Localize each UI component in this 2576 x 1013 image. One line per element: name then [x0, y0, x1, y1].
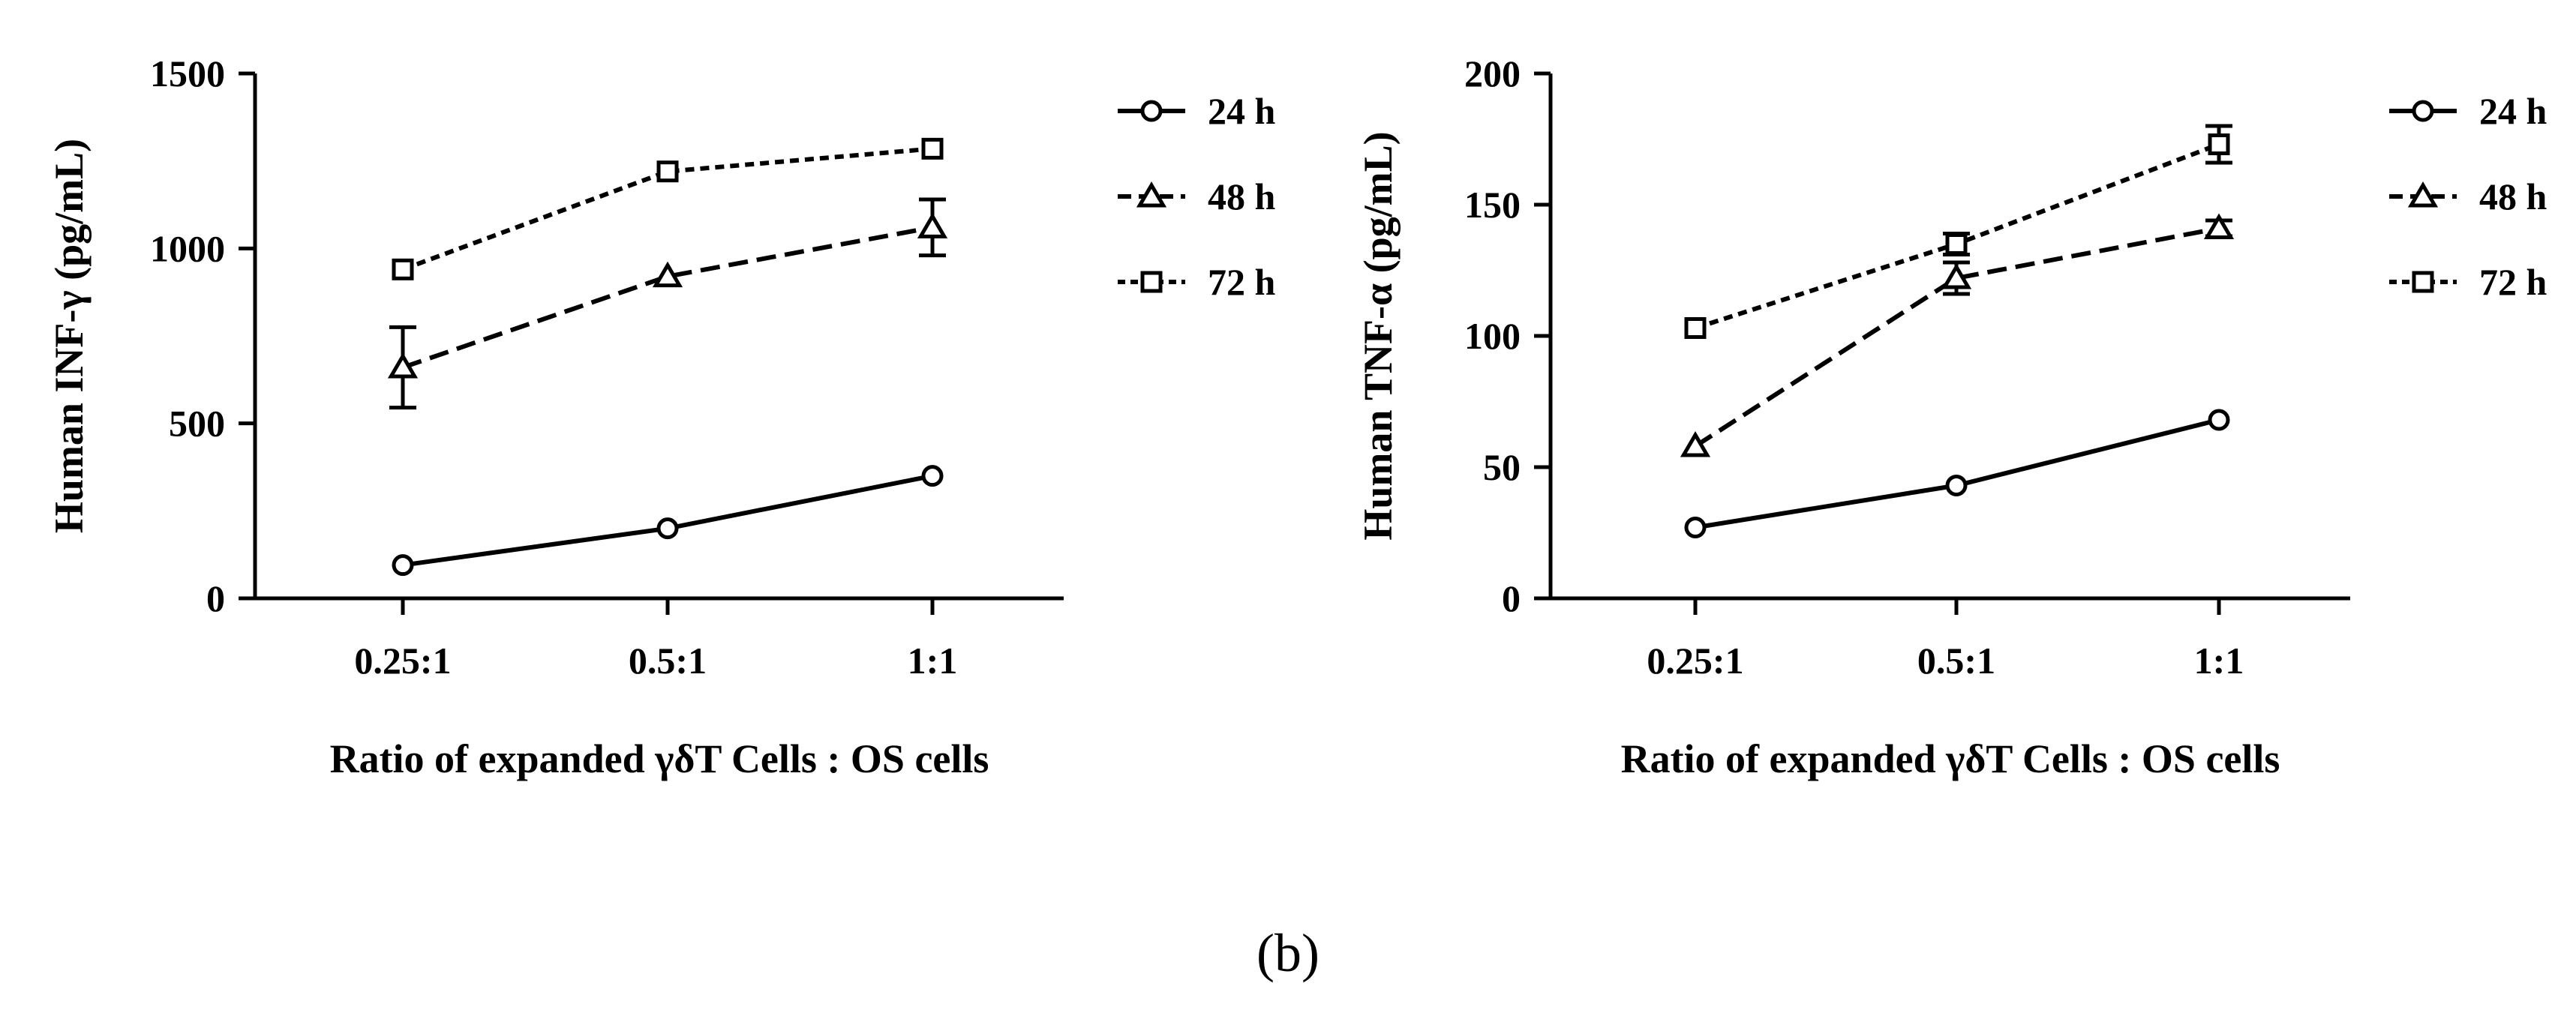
- legend-marker: [2412, 271, 2434, 293]
- series-line: [1695, 418, 2220, 530]
- legend-item: 24 h: [1118, 90, 1276, 132]
- x-axis-title: Ratio of expanded γδT Cells : OS cells: [1621, 736, 2280, 781]
- x-tick-label: 0.5:1: [1917, 640, 1995, 682]
- x-tick-label: 0.5:1: [629, 640, 707, 682]
- y-tick-label: 1000: [150, 227, 225, 269]
- legend-marker: [2407, 181, 2439, 208]
- series-line: [401, 146, 933, 272]
- series-48h: [387, 197, 948, 410]
- legend-label: 24 h: [1208, 90, 1276, 132]
- y-tick-label: 150: [1464, 184, 1521, 226]
- legend-label: 24 h: [2479, 90, 2547, 132]
- data-point: [2208, 409, 2230, 431]
- data-point: [1684, 317, 1707, 339]
- series-72h: [392, 137, 944, 280]
- legend-marker: [2412, 100, 2434, 122]
- legend-label: 48 h: [1208, 175, 1276, 217]
- y-tick-label: 100: [1464, 315, 1521, 357]
- figure-caption: (b): [1256, 923, 1320, 983]
- data-point: [2208, 133, 2230, 155]
- x-tick-label: 1:1: [908, 640, 958, 682]
- data-point: [392, 258, 414, 280]
- legend-marker: [1140, 100, 1163, 122]
- data-point: [392, 554, 414, 577]
- series-48h: [1680, 213, 2235, 457]
- legend-item: 24 h: [2389, 90, 2547, 132]
- data-point: [1680, 431, 1711, 457]
- series-24h: [392, 465, 944, 577]
- legend-item: 72 h: [2389, 261, 2547, 303]
- tnf-alpha-chart: 0 50 100 150 200 0.25:1 0.5:1 1:1 Ratio of expan…: [1356, 52, 2547, 781]
- y-tick-label: 500: [169, 403, 225, 445]
- y-tick-label: 0: [206, 577, 225, 619]
- series-24h: [1684, 409, 2230, 538]
- legend-label: 48 h: [2479, 175, 2547, 217]
- legend-item: 72 h: [1118, 261, 1276, 303]
- legend-item: 48 h: [1118, 175, 1276, 217]
- y-tick-label: 200: [1464, 52, 1521, 94]
- data-point: [921, 137, 944, 160]
- data-point: [656, 160, 679, 183]
- y-axis-title: Human INF-γ (pg/mL): [47, 139, 92, 533]
- data-point: [656, 517, 679, 540]
- x-tick-label: 0.25:1: [354, 640, 451, 682]
- legend-label: 72 h: [1208, 261, 1276, 303]
- x-axis-title: Ratio of expanded γδT Cells : OS cells: [330, 736, 989, 781]
- y-tick-label: 50: [1483, 446, 1521, 488]
- legend-item: 48 h: [2389, 175, 2547, 217]
- data-point: [2203, 213, 2235, 239]
- data-point: [652, 261, 683, 288]
- y-tick-label: 0: [1502, 577, 1521, 619]
- y-tick-label: 1500: [150, 52, 225, 94]
- y-axis-title: Human TNF-α (pg/mL): [1356, 131, 1401, 540]
- data-point: [1941, 263, 1972, 289]
- data-point: [1684, 517, 1707, 538]
- data-point: [1945, 233, 1968, 255]
- legend-marker: [1140, 271, 1163, 293]
- x-tick-label: 0.25:1: [1647, 640, 1743, 682]
- series-line: [1694, 226, 2220, 448]
- data-point: [387, 352, 419, 379]
- ifn-gamma-chart: 0 500 1000 1500 0.25:1 0.5:1 1:1 Ratio of expan…: [47, 52, 1276, 781]
- series-72h: [1684, 124, 2232, 339]
- legend-label: 72 h: [2479, 261, 2547, 303]
- legend-marker: [1136, 181, 1167, 208]
- x-tick-label: 1:1: [2194, 640, 2244, 682]
- data-point: [921, 465, 944, 487]
- data-point: [1945, 475, 1968, 496]
- series-line: [402, 225, 933, 370]
- data-point: [917, 212, 948, 238]
